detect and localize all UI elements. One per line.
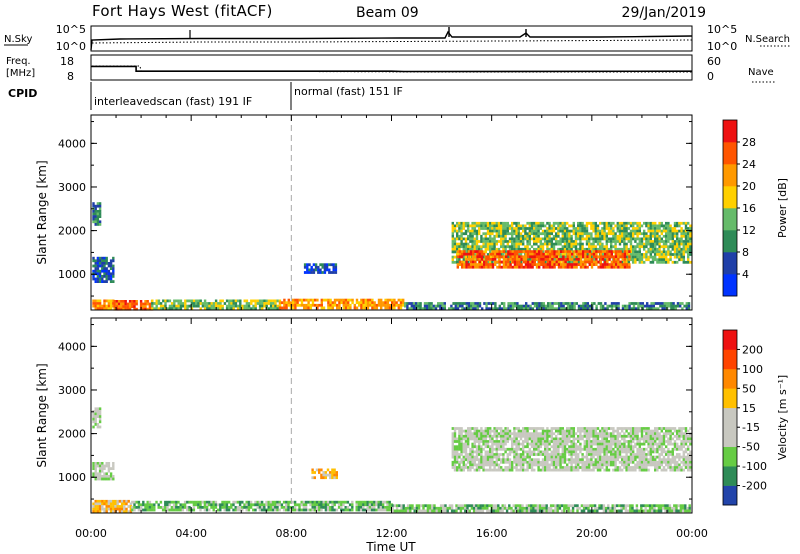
colorbar-swatch xyxy=(723,446,737,467)
x-tick-label: 00:00 xyxy=(676,527,708,540)
nsky-line xyxy=(90,30,693,51)
noise-tick-top-left: 10^5 xyxy=(56,23,86,36)
colorbar-swatch xyxy=(723,368,737,389)
scatter-region xyxy=(92,407,102,429)
freq-line xyxy=(91,65,693,73)
scatter-region xyxy=(92,462,115,481)
colorbar-tick-label: 100 xyxy=(742,363,763,376)
noise-tick-bottom-right: 10^0 xyxy=(707,40,737,53)
nave-line xyxy=(92,65,692,73)
colorbar-tick-label: 16 xyxy=(742,202,756,215)
scatter-region xyxy=(113,300,154,311)
x-axis-ticks: 00:00 04:00 08:00 12:00 16:00 20:00 00:00 xyxy=(75,527,708,540)
colorbar-swatch xyxy=(723,186,737,209)
y-tick-label: 4000 xyxy=(58,340,86,353)
colorbar-swatch xyxy=(723,230,737,253)
scatter-region xyxy=(92,499,133,514)
nave-tick-60: 60 xyxy=(707,55,721,68)
colorbar-swatch xyxy=(723,485,737,506)
colorbar-tick-label: 4 xyxy=(742,268,749,281)
scatter-region xyxy=(92,256,115,283)
plot-title: Fort Hays West (fitACF) xyxy=(92,2,273,20)
plot-area xyxy=(91,318,692,513)
colorbar-tick-label: -15 xyxy=(742,421,760,434)
cpid-segment-2: normal (fast) 151 IF xyxy=(294,85,403,98)
scatter-region xyxy=(391,504,691,513)
x-tick-label: 20:00 xyxy=(576,527,608,540)
y-tick-label: 2000 xyxy=(58,225,86,238)
nave-tick-0: 0 xyxy=(707,70,714,83)
colorbar-swatch xyxy=(723,349,737,370)
colorbar-tick-label: -100 xyxy=(742,460,767,473)
y-axis-label: Slant Range [km] xyxy=(35,160,49,264)
noise-tick-top-right: 10^5 xyxy=(707,23,737,36)
scatter-region xyxy=(278,298,405,310)
noise-tick-bottom-left: 10^0 xyxy=(56,40,86,53)
colorbar-tick-label: 8 xyxy=(742,246,749,259)
colorbar-tick-label: 24 xyxy=(742,158,756,171)
colorbar-tick-label: -50 xyxy=(742,441,760,454)
colorbar-tick-label: 28 xyxy=(742,136,756,149)
freq-tick-8: 8 xyxy=(67,70,74,83)
y-tick-label: 2000 xyxy=(58,428,86,441)
y-tick-label: 1000 xyxy=(58,268,86,281)
scatter-region xyxy=(311,468,338,480)
colorbar-swatch xyxy=(723,142,737,165)
colorbar-tick-label: 20 xyxy=(742,180,756,193)
freq-tick-18: 18 xyxy=(60,55,74,68)
colorbar-swatch xyxy=(723,164,737,187)
x-tick-label: 08:00 xyxy=(275,527,307,540)
velocity-colorbar: 200 100 50 15 -15 -50 -100 -200 Velocity [m s⁻¹] xyxy=(722,329,789,506)
colorbar-swatch xyxy=(723,330,737,350)
velocity-panel: 4000 3000 2000 1000 Slant Range [km] xyxy=(35,317,693,514)
x-tick-label: 12:00 xyxy=(376,527,408,540)
freq-label-line2: [MHz] xyxy=(6,68,35,79)
y-tick-label: 3000 xyxy=(58,384,86,397)
nsky-label: N.Sky xyxy=(4,34,32,45)
colorbar-label: Power [dB] xyxy=(776,178,789,238)
scatter-region xyxy=(92,202,102,226)
scatter-region xyxy=(92,299,115,311)
colorbar-tick-label: 50 xyxy=(742,382,756,395)
colorbar-swatch xyxy=(723,208,737,231)
colorbar-swatch xyxy=(723,388,737,409)
nsearch-label: N.Search xyxy=(745,34,790,45)
nsearch-line xyxy=(91,39,693,44)
colorbar-swatch xyxy=(723,274,737,297)
nave-label: Nave xyxy=(748,67,774,78)
x-axis-label: Time UT xyxy=(365,540,416,554)
power-panel: 4000 3000 2000 1000 Slant Range [km] xyxy=(35,114,693,311)
beam-label: Beam 09 xyxy=(356,5,419,21)
cpid-segment-1: interleavedscan (fast) 191 IF xyxy=(94,95,252,108)
x-tick-label: 04:00 xyxy=(175,527,207,540)
colorbar-swatch xyxy=(723,252,737,275)
colorbar-swatch xyxy=(723,427,737,447)
colorbar-swatch xyxy=(723,407,737,428)
y-tick-label: 1000 xyxy=(58,471,86,484)
plot-area xyxy=(91,115,692,310)
freq-panel xyxy=(90,54,693,81)
scatter-region xyxy=(456,250,631,269)
colorbar-tick-label: -200 xyxy=(742,480,767,493)
colorbar-label: Velocity [m s⁻¹] xyxy=(776,375,789,460)
freq-label-line1: Freq. xyxy=(6,56,31,67)
scatter-region xyxy=(303,263,338,274)
x-tick-label: 16:00 xyxy=(476,527,508,540)
date-label: 29/Jan/2019 xyxy=(622,5,706,21)
colorbar-tick-label: 200 xyxy=(742,343,763,356)
power-colorbar: 28 24 20 16 12 8 4 Power [dB] xyxy=(722,119,789,297)
cpid-label: CPID xyxy=(8,87,37,100)
y-axis-label: Slant Range [km] xyxy=(35,363,49,467)
colorbar-swatch xyxy=(723,466,737,486)
y-tick-label: 3000 xyxy=(58,181,86,194)
y-tick-label: 4000 xyxy=(58,137,86,150)
x-tick-label: 00:00 xyxy=(75,527,107,540)
colorbar-swatch xyxy=(723,120,737,143)
colorbar-tick-label: 15 xyxy=(742,402,756,415)
colorbar-tick-label: 12 xyxy=(742,224,756,237)
scatter-region xyxy=(451,427,692,472)
noise-panel xyxy=(90,25,693,52)
